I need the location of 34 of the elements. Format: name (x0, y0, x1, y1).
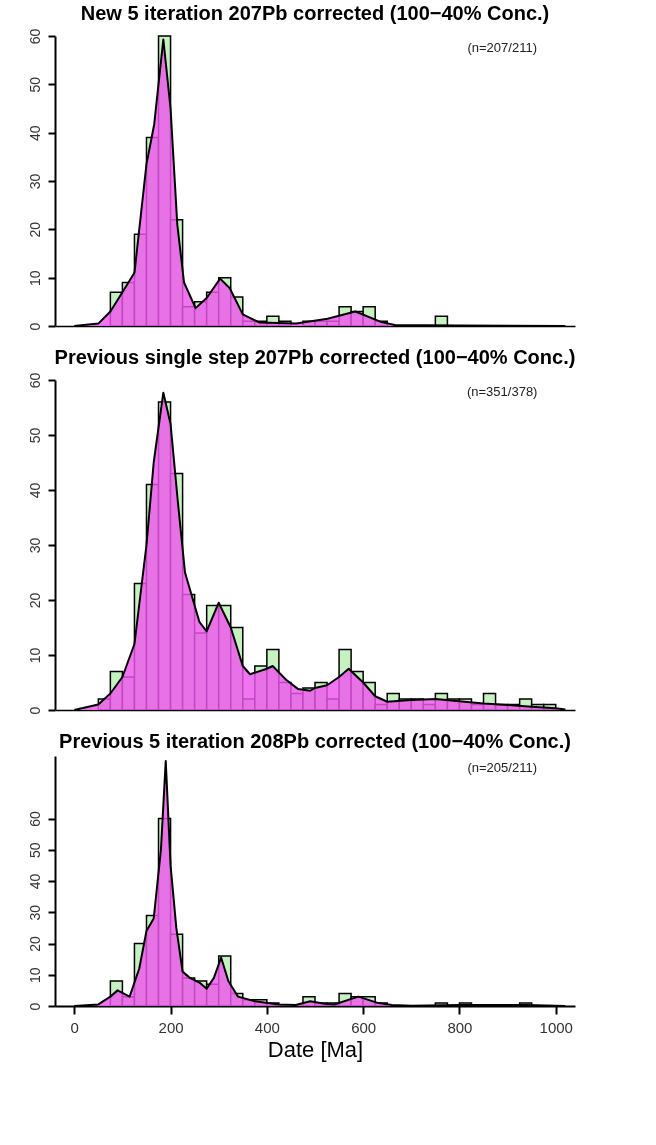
y-tick-label: 40 (26, 482, 43, 499)
x-axis-title: Date [Ma] (267, 1036, 364, 1062)
y-tick-label: 60 (26, 28, 43, 45)
y-tick-label: 20 (26, 221, 43, 238)
x-tick-label: 800 (447, 1018, 473, 1036)
y-tick-label: 0 (26, 322, 43, 331)
y-tick-label: 60 (26, 372, 43, 389)
x-tick-label: 400 (254, 1018, 280, 1036)
chart-title: Previous 5 iteration 208Pb corrected (100−40% Conc.) (59, 730, 571, 752)
y-tick-label: 30 (26, 904, 43, 921)
y-tick-label: 0 (26, 706, 43, 715)
y-tick-label: 50 (26, 427, 43, 444)
y-tick-label: 60 (26, 811, 43, 827)
annotation: (n=351/378) (466, 384, 538, 399)
y-tick-label: 30 (26, 537, 43, 554)
y-tick-label: 10 (26, 967, 43, 984)
y-tick-label: 30 (26, 173, 43, 190)
y-tick-label: 50 (26, 76, 43, 93)
y-tick-label: 20 (26, 592, 43, 609)
annotation: (n=207/211) (467, 40, 537, 55)
y-tick-label: 10 (26, 270, 43, 286)
x-tick-label: 200 (158, 1018, 184, 1036)
x-tick-label: 0 (70, 1018, 79, 1036)
y-tick-label: 50 (26, 842, 43, 859)
annotation: (n=205/211) (467, 760, 537, 775)
y-tick-label: 20 (26, 936, 43, 952)
chart-title: New 5 iteration 207Pb corrected (100−40% Conc.) (80, 2, 550, 25)
chart-title: Previous single step 207Pb corrected (100−40% Conc.) (54, 346, 576, 369)
y-tick-label: 0 (26, 1002, 43, 1011)
y-tick-label: 10 (26, 647, 43, 664)
x-tick-label: 600 (351, 1018, 377, 1036)
y-tick-label: 40 (26, 873, 43, 890)
y-tick-label: 40 (26, 125, 43, 141)
x-tick-label: 1000 (539, 1018, 573, 1036)
